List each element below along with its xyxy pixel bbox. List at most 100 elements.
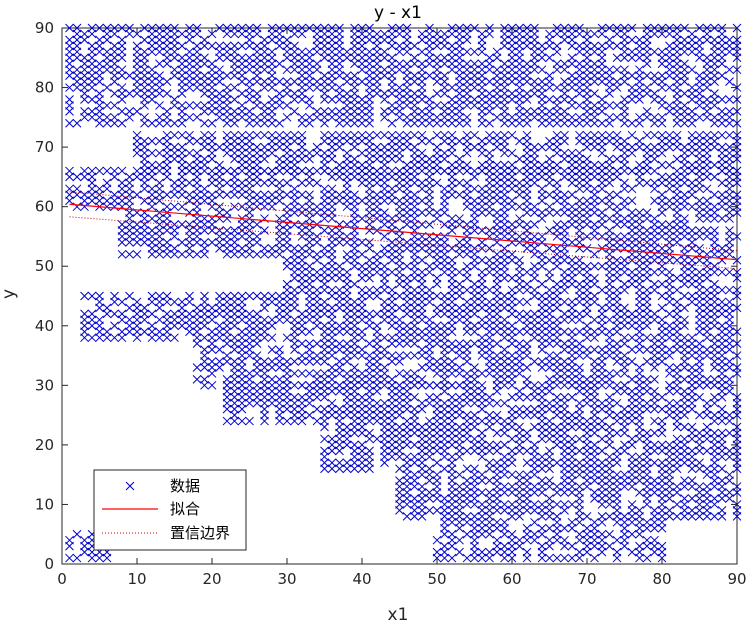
data-point — [335, 166, 344, 176]
data-point — [725, 142, 734, 152]
data-point — [417, 345, 427, 354]
data-point — [642, 470, 652, 480]
data-point — [710, 291, 719, 301]
data-point — [590, 130, 599, 140]
data-point — [590, 315, 599, 325]
data-point — [672, 255, 682, 265]
data-point — [200, 166, 209, 176]
data-point — [455, 380, 464, 390]
data-point — [387, 23, 397, 33]
data-point — [417, 107, 427, 116]
data-point — [477, 166, 487, 176]
data-point — [222, 416, 232, 426]
data-point — [612, 535, 622, 545]
data-point — [620, 214, 629, 223]
data-point — [515, 535, 524, 545]
data-point — [687, 506, 697, 515]
data-point — [627, 357, 637, 366]
data-point — [717, 285, 727, 295]
data-point — [155, 291, 164, 301]
data-point — [575, 208, 584, 217]
data-point — [417, 380, 427, 390]
data-point — [350, 130, 359, 140]
data-point — [605, 327, 614, 337]
data-point — [402, 386, 412, 396]
data-point — [447, 130, 457, 140]
data-point — [680, 291, 689, 301]
data-point — [552, 422, 562, 432]
data-point — [537, 452, 547, 462]
data-point — [627, 434, 637, 444]
data-point — [177, 77, 187, 86]
data-point — [230, 107, 239, 116]
data-point — [245, 309, 254, 319]
data-point — [507, 196, 517, 206]
data-point — [567, 166, 577, 176]
data-point — [320, 261, 329, 271]
data-point — [402, 452, 412, 462]
data-point — [177, 101, 187, 110]
data-point — [552, 208, 562, 217]
data-point — [237, 41, 247, 51]
data-point — [192, 41, 202, 51]
data-point — [702, 380, 712, 390]
data-point — [567, 410, 577, 420]
data-point — [402, 339, 412, 348]
data-point — [695, 410, 704, 420]
data-point — [582, 523, 592, 533]
data-point — [335, 261, 344, 271]
data-point — [612, 470, 622, 480]
data-point — [447, 517, 457, 527]
data-point — [140, 35, 149, 45]
y-tick-label: 40 — [35, 317, 54, 335]
data-point — [185, 208, 194, 217]
data-point — [567, 380, 577, 390]
data-point — [717, 244, 727, 253]
data-point — [612, 517, 622, 527]
data-point — [530, 357, 539, 366]
data-point — [207, 339, 217, 348]
data-point — [342, 291, 352, 301]
data-point — [185, 112, 194, 122]
data-point — [732, 267, 742, 277]
data-point — [650, 428, 659, 438]
data-point — [620, 339, 629, 348]
data-point — [567, 238, 577, 247]
data-point — [702, 184, 712, 194]
data-point — [477, 77, 487, 86]
data-point — [612, 369, 622, 378]
data-point — [440, 220, 449, 229]
data-point — [372, 309, 382, 319]
data-point — [65, 35, 74, 45]
data-point — [485, 130, 494, 140]
data-point — [545, 208, 554, 217]
data-point — [72, 184, 82, 194]
data-point — [635, 136, 644, 146]
data-point — [560, 535, 569, 545]
data-point — [575, 41, 584, 51]
data-point — [462, 220, 472, 229]
data-point — [627, 23, 637, 33]
data-point — [425, 315, 434, 325]
data-point — [687, 29, 697, 39]
data-point — [470, 410, 479, 420]
data-point — [680, 255, 689, 265]
data-point — [492, 255, 502, 265]
data-point — [230, 291, 239, 301]
data-point — [500, 482, 509, 491]
data-point — [530, 261, 539, 271]
data-point — [320, 148, 329, 158]
data-point — [177, 220, 187, 229]
data-point — [702, 446, 712, 456]
data-point — [695, 196, 704, 206]
data-point — [657, 190, 667, 200]
data-point — [725, 446, 734, 456]
data-point — [560, 255, 569, 265]
data-point — [492, 351, 502, 360]
data-point — [650, 535, 659, 545]
data-point — [545, 136, 554, 146]
data-point — [620, 255, 629, 265]
data-point — [80, 190, 89, 200]
data-point — [597, 23, 607, 33]
data-point — [695, 428, 704, 438]
